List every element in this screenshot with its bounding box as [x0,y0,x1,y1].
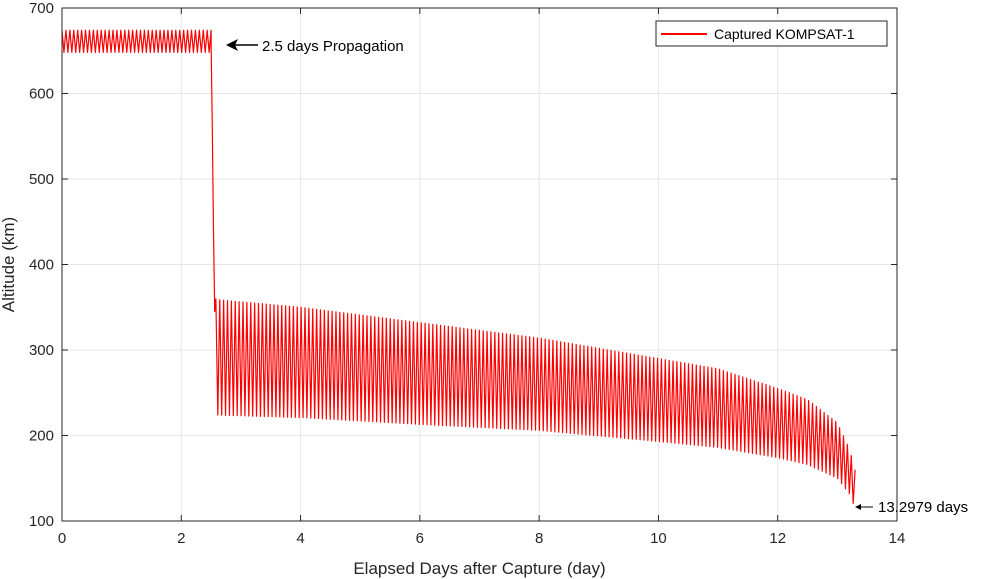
annotation-end-arrowhead-icon [855,504,861,510]
y-tick-label: 700 [29,0,54,17]
annotation-propagation: 2.5 days Propagation [226,38,404,55]
x-axis-label: Elapsed Days after Capture (day) [353,559,605,578]
series-layer [61,29,856,504]
y-tick-labels: 100 200 300 400 500 600 700 [29,0,54,530]
y-tick-label: 600 [29,86,54,103]
y-axis-label: Altitude (km) [0,217,18,312]
annotation-end: 13.2979 days [855,499,968,516]
y-tick-label: 400 [29,257,54,274]
y-tick-label: 300 [29,342,54,359]
x-tick-label: 14 [889,530,906,547]
y-tick-label: 200 [29,428,54,445]
annotation-arrowhead-icon [226,39,238,51]
x-tick-labels: 0 2 4 6 8 10 12 14 [58,530,906,547]
legend[interactable]: Captured KOMPSAT-1 [655,20,888,47]
x-tick-label: 4 [296,530,304,547]
x-tick-label: 2 [177,530,185,547]
x-tick-label: 8 [535,530,543,547]
ticks [61,7,898,522]
y-tick-label: 100 [29,513,54,530]
series-line-captured-kompsat-1 [61,29,856,504]
annotation-end-text: 13.2979 days [878,499,968,516]
x-tick-label: 10 [650,530,667,547]
annotation-propagation-text: 2.5 days Propagation [262,38,404,55]
y-tick-label: 500 [29,171,54,188]
legend-entry-text: Captured KOMPSAT-1 [714,26,855,42]
x-tick-label: 6 [416,530,424,547]
x-tick-label: 12 [769,530,786,547]
x-tick-label: 0 [58,530,66,547]
